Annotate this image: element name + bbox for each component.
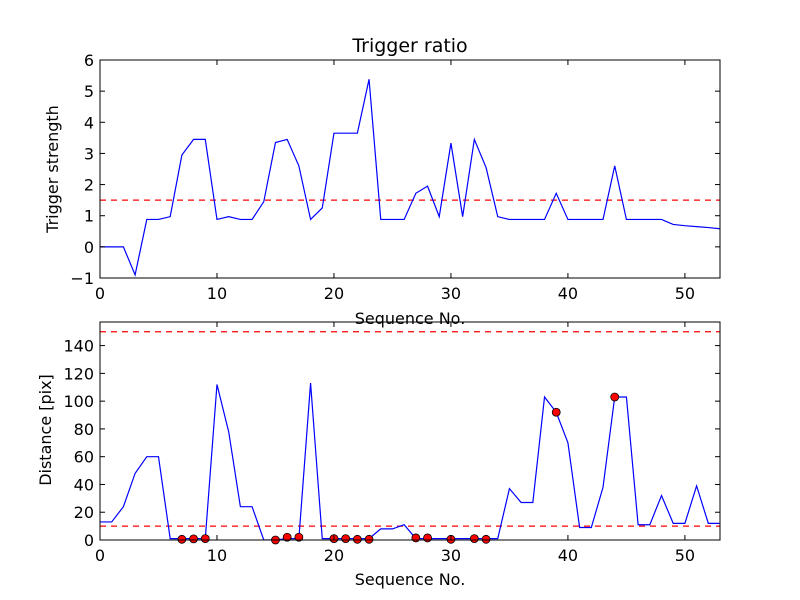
bottom-marker <box>341 534 351 544</box>
top-x-tick-label: 30 <box>441 284 461 303</box>
bottom-y-axis-label: Distance [pix] <box>36 374 55 486</box>
bottom-marker <box>294 532 304 542</box>
top-y-tick-label: 2 <box>84 176 94 195</box>
bottom-marker <box>610 392 620 402</box>
bottom-x-tick-label: 20 <box>324 546 344 565</box>
top-y-axis-label: Trigger strength <box>43 105 62 234</box>
top-x-tick-label: 20 <box>324 284 344 303</box>
bottom-y-tick-label: 100 <box>63 392 94 411</box>
top-x-tick-label: 0 <box>95 284 105 303</box>
bottom-axes-frame <box>99 321 721 541</box>
bottom-x-tick-label: 40 <box>558 546 578 565</box>
bottom-marker <box>282 532 292 542</box>
bottom-y-tick-label: 120 <box>63 364 94 383</box>
bottom-marker <box>189 534 198 544</box>
bottom-plot: 0 10 20 30 40 50 0 20 40 60 80 100 120 140 <box>63 321 721 565</box>
top-plot-area <box>100 79 720 277</box>
top-x-tick-label: 40 <box>558 284 578 303</box>
bottom-y-tick-label: 20 <box>74 503 94 522</box>
bottom-plot-area <box>100 331 720 540</box>
top-y-tick-label: 5 <box>84 82 94 101</box>
bottom-x-tick-label: 50 <box>675 546 695 565</box>
bottom-x-axis-label: Sequence No. <box>355 570 466 589</box>
bottom-y-tick-label: 80 <box>74 420 94 439</box>
bottom-marker <box>411 533 421 543</box>
top-y-tick-label: 1 <box>84 207 94 226</box>
bottom-marker <box>364 534 374 544</box>
top-y-tick-label: −1 <box>70 269 94 288</box>
bottom-marker <box>481 534 491 544</box>
bottom-marker <box>423 533 432 543</box>
top-x-axis-label: Sequence No. <box>355 309 466 328</box>
bottom-x-tick-label: 0 <box>95 546 105 565</box>
bottom-y-tick-label: 40 <box>74 475 94 494</box>
bottom-marker <box>352 534 362 544</box>
top-y-tick-label: 0 <box>84 238 94 257</box>
top-x-tick-label: 10 <box>207 284 227 303</box>
top-x-tick-label: 50 <box>675 284 695 303</box>
top-y-tick-label: 4 <box>84 113 94 132</box>
bottom-y-tick-label: 140 <box>63 337 94 356</box>
top-y-tick-label: 3 <box>84 144 94 163</box>
top-axes-frame <box>99 59 721 279</box>
bottom-marker <box>200 534 210 544</box>
top-series-line-0 <box>100 79 720 277</box>
bottom-marker <box>177 534 187 544</box>
top-y-tick-label: 6 <box>84 51 94 70</box>
bottom-marker <box>551 407 561 417</box>
bottom-marker <box>469 534 479 544</box>
bottom-x-tick-label: 30 <box>441 546 461 565</box>
bottom-x-tick-label: 10 <box>207 546 227 565</box>
bottom-y-tick-label: 0 <box>84 531 94 550</box>
bottom-series-line-0 <box>100 383 720 540</box>
chart-title: Trigger ratio <box>351 35 467 57</box>
bottom-y-tick-label: 60 <box>74 448 94 467</box>
